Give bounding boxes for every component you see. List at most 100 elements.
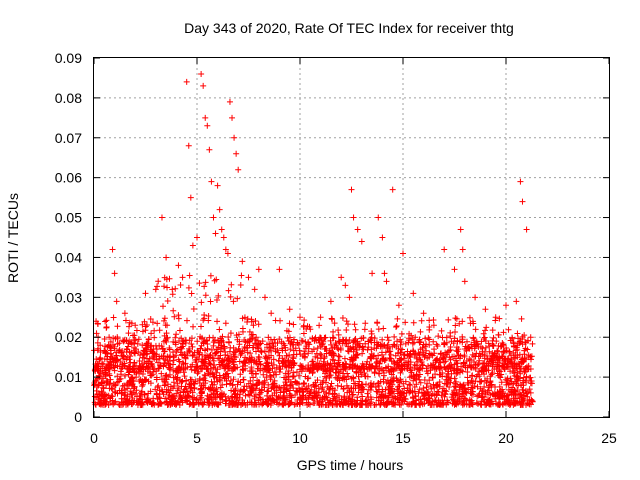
data-point <box>101 336 108 343</box>
data-point <box>222 400 229 407</box>
data-point <box>497 374 504 381</box>
data-point <box>498 379 505 386</box>
data-point <box>206 396 213 403</box>
data-point <box>464 374 471 381</box>
data-point <box>486 401 493 408</box>
data-point <box>520 358 527 365</box>
data-point <box>481 355 488 362</box>
data-point <box>285 367 292 374</box>
data-point <box>445 316 452 323</box>
data-point <box>429 398 436 405</box>
data-point <box>475 400 482 407</box>
data-point <box>438 327 445 334</box>
data-point <box>428 401 435 408</box>
data-point <box>455 390 462 397</box>
data-point <box>210 390 217 397</box>
data-point <box>394 338 401 345</box>
data-point <box>170 354 177 361</box>
data-point <box>422 335 429 342</box>
data-point <box>368 383 375 390</box>
data-point <box>98 388 105 395</box>
data-point <box>293 369 300 376</box>
data-point <box>137 376 144 383</box>
data-point <box>397 357 404 364</box>
data-point <box>483 400 490 407</box>
data-point <box>344 370 351 377</box>
data-point <box>335 327 342 334</box>
data-point <box>329 385 336 392</box>
data-point <box>198 70 205 77</box>
data-point <box>255 365 262 372</box>
data-point <box>186 272 193 279</box>
data-point <box>180 388 187 395</box>
data-point <box>397 336 404 343</box>
data-point <box>176 393 183 400</box>
data-point <box>430 322 437 329</box>
data-point <box>514 346 521 353</box>
data-point <box>261 379 268 386</box>
data-point <box>174 346 181 353</box>
data-point <box>133 387 140 394</box>
data-point <box>219 381 226 388</box>
data-point <box>479 345 486 352</box>
data-point <box>388 398 395 405</box>
data-point <box>190 352 197 359</box>
data-point <box>381 357 388 364</box>
data-point <box>418 358 425 365</box>
data-point <box>343 327 350 334</box>
y-tick-label: 0.05 <box>55 210 82 226</box>
data-point <box>482 306 489 313</box>
data-point <box>363 397 370 404</box>
data-point <box>463 338 470 345</box>
data-point <box>406 337 413 344</box>
data-point <box>433 341 440 348</box>
data-point <box>116 401 123 408</box>
y-tick-label: 0.03 <box>55 289 82 305</box>
data-point <box>410 290 417 297</box>
data-point <box>471 359 478 366</box>
data-point <box>200 82 207 89</box>
data-point <box>280 382 287 389</box>
data-point <box>147 315 154 322</box>
data-point <box>249 331 256 338</box>
data-point <box>347 345 354 352</box>
data-point <box>169 286 176 293</box>
data-point <box>416 386 423 393</box>
data-point <box>431 350 438 357</box>
data-point <box>377 393 384 400</box>
data-point <box>247 350 254 357</box>
data-point <box>368 328 375 335</box>
data-point <box>229 357 236 364</box>
data-point <box>148 342 155 349</box>
data-point <box>290 372 297 379</box>
data-point <box>488 383 495 390</box>
data-point <box>514 330 521 337</box>
data-point <box>340 337 347 344</box>
data-point <box>360 334 367 341</box>
data-point <box>375 379 382 386</box>
data-point <box>356 378 363 385</box>
data-point <box>460 381 467 388</box>
data-point <box>335 331 342 338</box>
data-point <box>180 369 187 376</box>
data-point <box>271 336 278 343</box>
data-point <box>348 389 355 396</box>
data-point <box>350 339 357 346</box>
data-point <box>257 340 264 347</box>
data-point <box>152 386 159 393</box>
data-point <box>304 375 311 382</box>
data-point <box>521 393 528 400</box>
data-point <box>279 347 286 354</box>
data-point <box>93 318 100 325</box>
data-point <box>452 355 459 362</box>
data-point <box>163 276 170 283</box>
data-point <box>286 362 293 369</box>
data-point <box>103 317 110 324</box>
data-point <box>423 341 430 348</box>
data-point <box>228 281 235 288</box>
data-point <box>454 360 461 367</box>
data-point <box>176 401 183 408</box>
data-point <box>161 283 168 290</box>
data-point <box>248 388 255 395</box>
data-point <box>528 380 535 387</box>
